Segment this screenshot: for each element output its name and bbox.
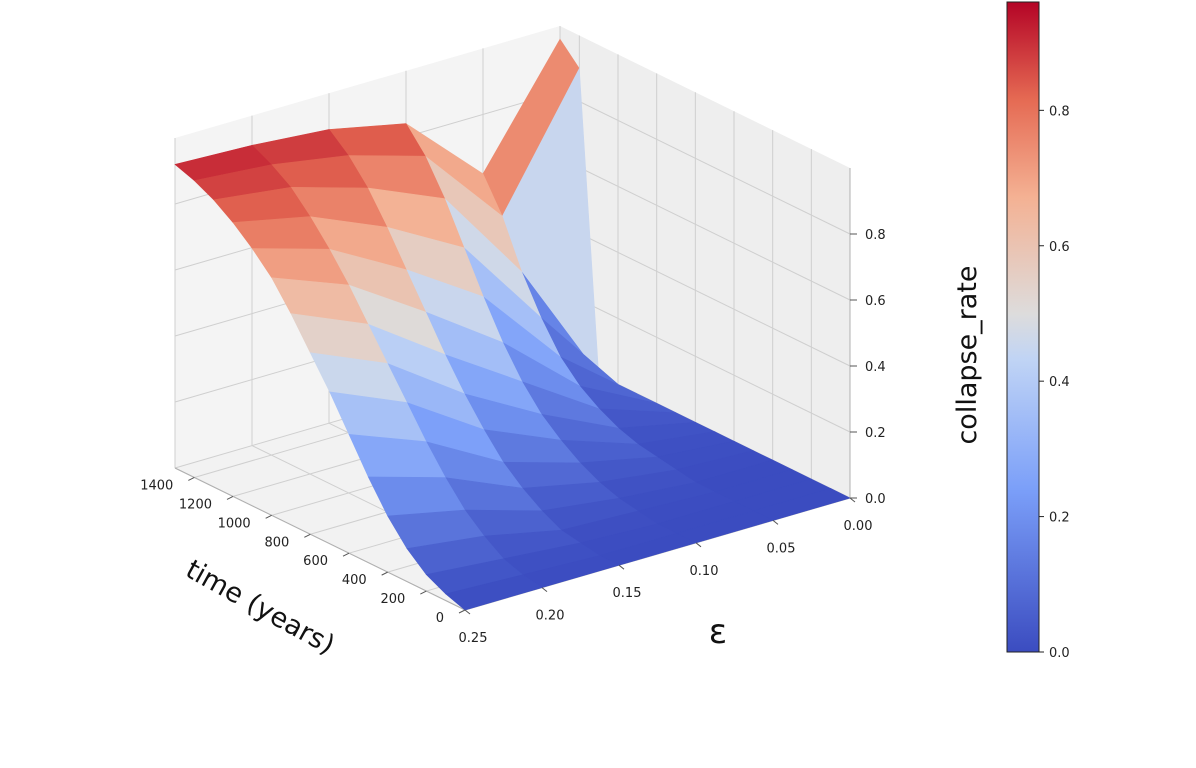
z-tick-label: 0.8: [865, 228, 886, 243]
tick-mark: [772, 520, 779, 525]
z-tick-label: 0.6: [865, 294, 886, 309]
side-pane: [560, 26, 850, 498]
tick-mark: [304, 533, 311, 538]
z-tick-label: 0.2: [865, 426, 886, 441]
x-tick-label: 1400: [140, 478, 173, 493]
tick-mark: [464, 609, 471, 615]
tick-mark: [618, 564, 625, 570]
x-tick-label: 1200: [179, 497, 212, 512]
colorbar-gradient: [1006, 1, 1040, 653]
z-axis-title: collapse_rate: [952, 265, 983, 444]
y-tick-label: 0.00: [844, 519, 873, 534]
gridline: [559, 289, 851, 433]
tick-mark: [188, 477, 195, 481]
colorbar-tick-label: 0.6: [1049, 240, 1070, 255]
tick-mark: [342, 552, 350, 557]
y-tick-label: 0.20: [536, 609, 565, 624]
tick-labels: 0 200 400 600 800 1000 1200 1400 0.25 0.20 0.15 0.1…: [140, 228, 885, 646]
y-tick-label: 0.15: [613, 586, 642, 601]
x-axis-title: time (years): [180, 554, 339, 661]
colorbar-tick-label: 0.4: [1049, 375, 1070, 390]
colorbar: 0.0 0.2 0.4 0.6 0.8: [1006, 1, 1070, 661]
z-tick-label: 0.4: [865, 360, 886, 375]
x-tick-label: 800: [265, 535, 290, 550]
tick-mark: [458, 609, 466, 614]
tick-mark: [265, 514, 272, 519]
surface-patch: [445, 574, 543, 611]
tick-mark: [695, 542, 702, 548]
gridline: [559, 91, 851, 235]
x-tick-label: 200: [381, 592, 406, 607]
x-tick-label: 1000: [218, 516, 251, 531]
y-tick-label: 0.05: [767, 541, 796, 556]
tick-marks: [188, 233, 857, 615]
y-tick-label: 0.10: [690, 564, 719, 579]
x-tick-label: 400: [342, 573, 367, 588]
tick-mark: [420, 590, 427, 595]
time-axis-line: [174, 467, 466, 611]
colorbar-tick-label: 0.0: [1049, 646, 1070, 661]
z-tick-label: 0.0: [865, 492, 886, 507]
tick-mark: [849, 497, 856, 503]
x-tick-label: 0: [436, 611, 444, 626]
y-axis-title: ε: [709, 612, 727, 652]
colorbar-tick-label: 0.2: [1049, 511, 1070, 526]
colorbar-tick-label: 0.8: [1049, 104, 1070, 119]
tick-mark: [541, 587, 548, 592]
gridline: [559, 157, 851, 301]
tick-mark: [226, 495, 234, 500]
x-tick-label: 600: [303, 554, 328, 569]
surface: [174, 38, 851, 611]
y-tick-label: 0.25: [459, 631, 488, 646]
gridline: [559, 223, 851, 367]
tick-mark: [381, 571, 388, 576]
